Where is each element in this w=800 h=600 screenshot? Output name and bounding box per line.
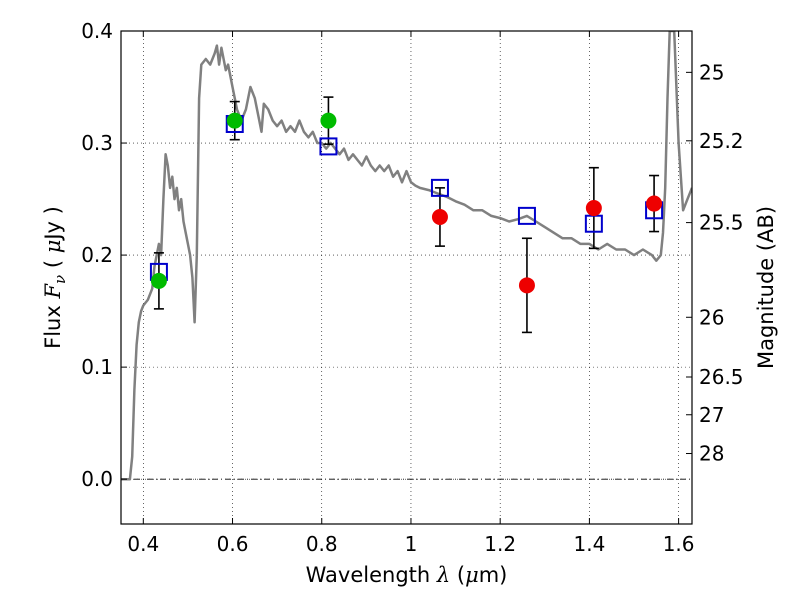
model-spectrum-line	[121, 31, 692, 481]
observed-flux-marker	[585, 200, 602, 217]
model-photometry-marker	[319, 137, 338, 156]
x-tick-label: 1	[405, 532, 418, 556]
x-tick-label: 1.2	[484, 532, 516, 556]
model-photometry-marker	[430, 178, 449, 197]
y-tick-label: 0.4	[81, 19, 113, 43]
y-tick-label: 0.0	[81, 467, 113, 491]
grid-lines	[121, 30, 692, 524]
observed-flux-marker	[646, 195, 663, 212]
y-axis-label: Flux Fν ( μJy )	[41, 206, 69, 349]
x-tick-label: 1.4	[573, 532, 605, 556]
y2-tick-label: 25.5	[699, 211, 744, 235]
plot-area	[121, 31, 692, 481]
y-tick-label: 0.1	[81, 355, 113, 379]
model-photometry-marker	[517, 206, 536, 225]
y2-tick-label: 28	[699, 442, 724, 466]
observed-flux-marker	[518, 277, 535, 294]
y2-tick-label: 25	[699, 60, 724, 84]
y-tick-label: 0.2	[81, 243, 113, 267]
observed-flux-marker	[226, 112, 243, 129]
x-axis-label: Wavelength λ (μm)	[306, 563, 508, 587]
y2-tick-label: 27	[699, 403, 724, 427]
observed-flux-marker	[150, 272, 167, 289]
axes-frame	[120, 30, 693, 525]
x-tick-label: 0.6	[217, 532, 249, 556]
y2-axis-label: Magnitude (AB)	[754, 206, 778, 369]
x-tick-label: 1.6	[663, 532, 695, 556]
y2-tick-label: 26	[699, 305, 724, 329]
ticks: 0.4 0.6 0.8 1 1.2 1.4 1.6 0.0 0.1 0.2 0.3 0.4 25 25.2…	[81, 19, 743, 556]
x-tick-label: 0.4	[127, 532, 159, 556]
y2-tick-label: 26.5	[699, 365, 744, 389]
y-tick-label: 0.3	[81, 131, 113, 155]
observed-flux-marker	[431, 208, 448, 225]
observed-flux-marker	[320, 112, 337, 129]
x-tick-label: 0.8	[306, 532, 338, 556]
y2-tick-label: 25.2	[699, 129, 744, 153]
